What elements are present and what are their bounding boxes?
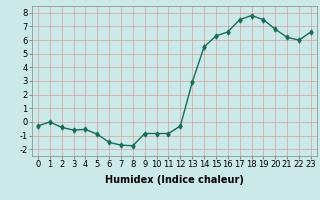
X-axis label: Humidex (Indice chaleur): Humidex (Indice chaleur) xyxy=(105,175,244,185)
